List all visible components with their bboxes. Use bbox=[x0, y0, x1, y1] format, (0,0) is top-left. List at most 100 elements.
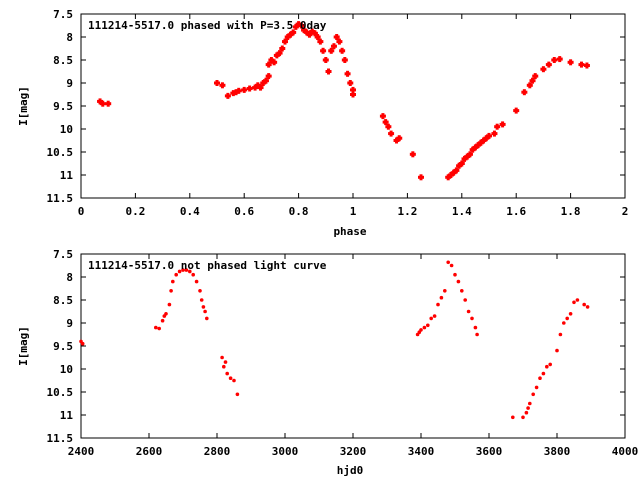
y-tick-label: 10 bbox=[60, 123, 73, 136]
chart-title: 111214-5517.0 not phased light curve bbox=[88, 259, 327, 272]
data-point bbox=[290, 29, 297, 36]
data-point bbox=[220, 355, 224, 360]
y-tick-label: 8.5 bbox=[53, 54, 73, 67]
data-point bbox=[198, 289, 202, 293]
data-point bbox=[464, 153, 471, 160]
data-point bbox=[330, 43, 337, 50]
data-point bbox=[303, 29, 310, 36]
data-point bbox=[347, 80, 354, 86]
data-point bbox=[160, 318, 165, 323]
data-point bbox=[529, 77, 536, 84]
data-point bbox=[460, 289, 464, 293]
data-point bbox=[80, 341, 85, 346]
data-point bbox=[171, 279, 175, 284]
data-point bbox=[409, 151, 416, 158]
y-tick-label: 9 bbox=[66, 77, 73, 90]
data-point bbox=[379, 113, 386, 120]
data-point bbox=[477, 139, 484, 146]
data-point bbox=[203, 309, 207, 314]
data-point bbox=[97, 98, 104, 105]
x-tick-label: 1.2 bbox=[397, 205, 417, 218]
data-point bbox=[181, 268, 185, 272]
x-tick-label: 2600 bbox=[136, 445, 163, 458]
data-point bbox=[333, 34, 340, 40]
data-point bbox=[463, 298, 468, 302]
data-point bbox=[419, 328, 423, 332]
y-axis-label: I[mag] bbox=[17, 86, 30, 126]
y-tick-label: 10.5 bbox=[47, 146, 74, 159]
data-point bbox=[235, 392, 240, 397]
axis-ticks: 2400 2600 2800 3000 3200 3400 3600 3800 4000 7.5 8… bbox=[47, 248, 639, 458]
data-point bbox=[287, 31, 294, 38]
data-point bbox=[562, 321, 566, 325]
x-tick-label: 0 bbox=[78, 205, 85, 218]
x-tick-label: 0.6 bbox=[234, 205, 254, 218]
y-tick-label: 10 bbox=[60, 363, 73, 376]
data-point bbox=[446, 260, 451, 265]
x-axis-label: hjd0 bbox=[337, 464, 364, 477]
x-tick-label: 1.6 bbox=[506, 205, 526, 218]
data-point bbox=[268, 57, 275, 63]
data-point bbox=[219, 82, 226, 89]
unphased-light-curve-chart: 2400 2600 2800 3000 3200 3400 3600 3800 4000 7.5 8… bbox=[17, 248, 638, 477]
data-point bbox=[164, 312, 168, 316]
data-point bbox=[585, 305, 590, 309]
data-point bbox=[528, 401, 532, 406]
data-point bbox=[205, 316, 209, 321]
data-point bbox=[246, 85, 253, 92]
data-point bbox=[466, 151, 473, 158]
data-point bbox=[555, 348, 559, 353]
data-point bbox=[265, 61, 272, 68]
data-point bbox=[105, 100, 112, 107]
data-point bbox=[578, 61, 585, 68]
data-point bbox=[311, 30, 318, 37]
data-point bbox=[450, 169, 457, 176]
data-point bbox=[157, 326, 161, 331]
data-point bbox=[322, 57, 329, 63]
plot-frame bbox=[80, 253, 626, 439]
data-point bbox=[449, 263, 454, 268]
data-point bbox=[483, 135, 490, 142]
data-point bbox=[436, 302, 440, 307]
data-point bbox=[317, 38, 324, 45]
data-point bbox=[526, 406, 530, 410]
data-point bbox=[548, 362, 552, 367]
data-point bbox=[541, 371, 546, 376]
y-tick-label: 11 bbox=[60, 409, 74, 422]
data-point bbox=[556, 56, 563, 63]
data-point bbox=[491, 130, 498, 137]
data-point bbox=[453, 167, 460, 174]
x-tick-label: 3600 bbox=[476, 445, 503, 458]
data-point bbox=[188, 269, 192, 274]
x-tick-label: 3800 bbox=[544, 445, 571, 458]
data-points bbox=[97, 21, 590, 181]
data-point bbox=[279, 45, 286, 52]
data-point bbox=[475, 332, 479, 337]
data-point bbox=[582, 302, 586, 307]
data-point bbox=[422, 325, 427, 330]
data-point bbox=[494, 123, 501, 130]
y-tick-label: 9 bbox=[66, 317, 73, 330]
data-point bbox=[473, 325, 478, 330]
data-point bbox=[350, 91, 356, 98]
data-point bbox=[396, 135, 403, 142]
data-point bbox=[461, 155, 468, 162]
data-point bbox=[344, 70, 351, 77]
y-tick-label: 11 bbox=[60, 169, 74, 182]
data-point bbox=[572, 300, 576, 305]
data-point bbox=[201, 305, 206, 309]
data-point bbox=[453, 272, 457, 277]
data-point bbox=[184, 268, 189, 272]
data-point bbox=[470, 316, 474, 321]
data-point bbox=[445, 174, 452, 181]
data-point bbox=[254, 82, 261, 89]
data-point bbox=[429, 316, 434, 321]
data-point bbox=[456, 162, 463, 169]
data-point bbox=[276, 50, 283, 57]
y-axis-label: I[mag] bbox=[17, 326, 30, 366]
data-point bbox=[292, 23, 299, 30]
data-point bbox=[583, 62, 590, 69]
data-point bbox=[521, 89, 528, 96]
data-point bbox=[314, 34, 321, 40]
data-point bbox=[538, 376, 542, 381]
